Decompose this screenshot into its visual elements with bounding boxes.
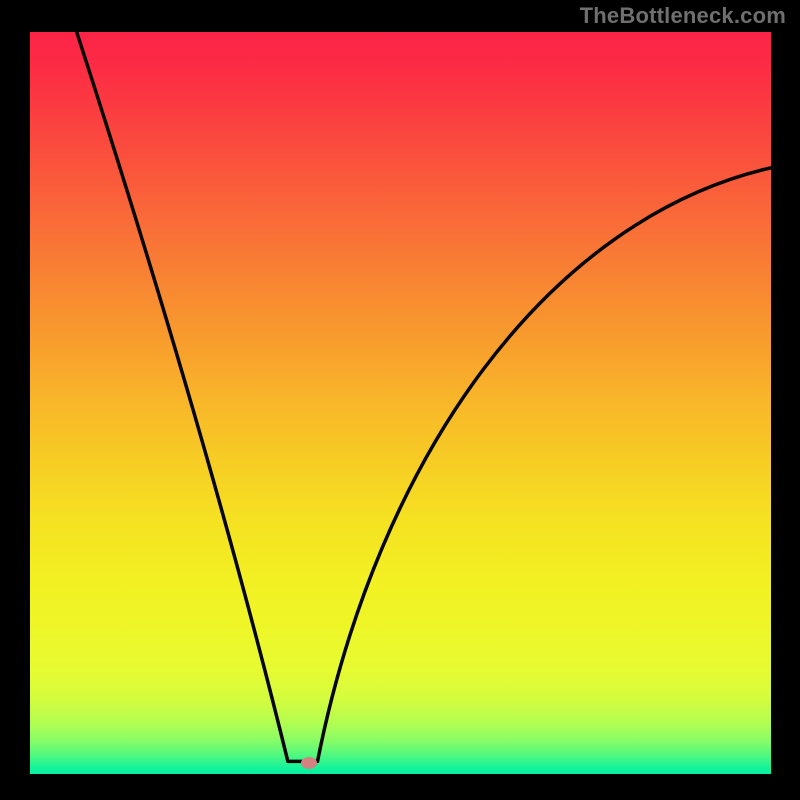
bottleneck-curve — [77, 32, 771, 761]
curve-svg — [30, 32, 771, 774]
chart-container: TheBottleneck.com — [0, 0, 800, 800]
watermark-text: TheBottleneck.com — [580, 3, 786, 29]
valley-marker — [301, 757, 317, 769]
plot-area — [30, 32, 771, 774]
